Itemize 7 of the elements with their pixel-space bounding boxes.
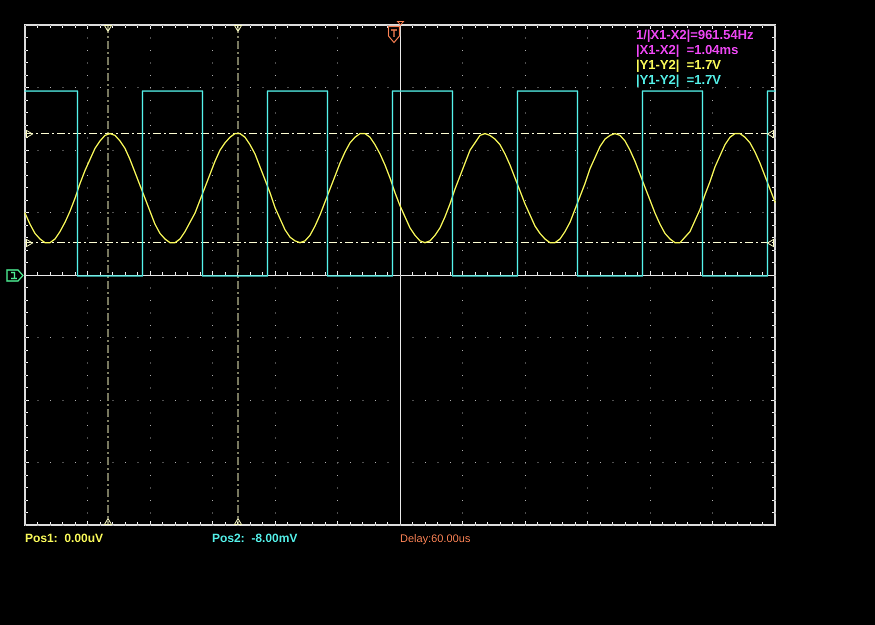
text: 1/|X1-X2|=961.54Hz [636,27,754,42]
text: |Y1-Y2| =1.7V [636,72,721,87]
text: Pos1: 0.00uV [25,531,104,546]
text: Pos2: -8.00mV [212,531,298,546]
text: Delay:60.00us [400,532,470,547]
text: |X1-X2| =1.04ms [636,42,738,57]
text: |Y1-Y2| =1.7V [636,57,721,72]
